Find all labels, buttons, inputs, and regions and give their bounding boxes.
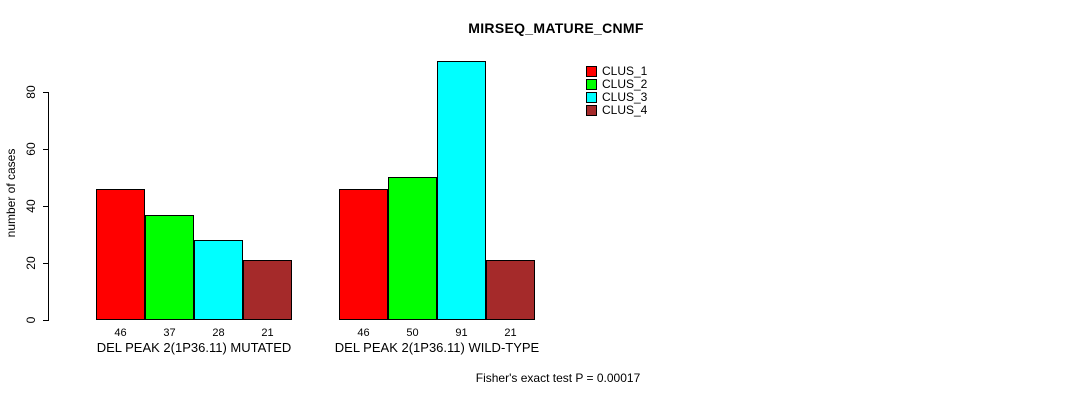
legend-color-swatch	[586, 79, 597, 90]
legend-label: CLUS_2	[602, 77, 648, 91]
bar-clus_3-group1	[194, 240, 243, 320]
legend-color-swatch	[586, 92, 597, 103]
legend-label: CLUS_4	[602, 103, 648, 117]
legend-color-swatch	[586, 66, 597, 77]
y-axis-tick-label: 20	[24, 256, 38, 270]
bar-value-label: 37	[163, 327, 176, 339]
bar-clus_2-group2	[388, 177, 437, 320]
bar-clus_4-group2	[486, 260, 535, 320]
y-axis-tick	[43, 92, 49, 93]
chart-title: MIRSEQ_MATURE_CNMF	[468, 20, 644, 36]
bar-value-label: 21	[504, 327, 517, 339]
bar-value-label: 46	[114, 327, 127, 339]
bar-value-label: 21	[261, 327, 274, 339]
fisher-test-note: Fisher's exact test P = 0.00017	[475, 371, 641, 385]
bar-clus_1-group2	[339, 189, 388, 320]
legend-color-swatch	[586, 105, 597, 116]
x-group-label: DEL PEAK 2(1P36.11) MUTATED	[96, 340, 292, 355]
x-group-label: DEL PEAK 2(1P36.11) WILD-TYPE	[334, 340, 540, 355]
y-axis-tick-label: 80	[24, 85, 38, 99]
y-axis-tick-label: 0	[24, 316, 38, 324]
bar-value-label: 28	[212, 327, 225, 339]
bar-value-label: 91	[455, 327, 468, 339]
bar-clus_1-group1	[96, 189, 145, 320]
y-axis-label: number of cases	[4, 148, 18, 238]
y-axis-tick-label: 40	[24, 199, 38, 213]
legend-item: CLUS_3	[586, 91, 647, 104]
legend-item: CLUS_1	[586, 65, 647, 78]
y-axis-tick	[43, 206, 49, 207]
bar-value-label: 50	[406, 327, 419, 339]
legend-item: CLUS_4	[586, 104, 647, 117]
y-axis-tick	[43, 263, 49, 264]
y-axis-tick	[43, 320, 49, 321]
legend-label: CLUS_3	[602, 90, 648, 104]
y-axis-tick	[43, 149, 49, 150]
bar-clus_4-group1	[243, 260, 292, 320]
legend-item: CLUS_2	[586, 78, 647, 91]
bar-clus_2-group1	[145, 215, 194, 320]
y-axis-tick-label: 60	[24, 142, 38, 156]
bar-clus_3-group2	[437, 61, 486, 320]
bar-value-label: 46	[357, 327, 370, 339]
legend: CLUS_1 CLUS_2 CLUS_3 CLUS_4	[586, 65, 647, 117]
legend-label: CLUS_1	[602, 64, 648, 78]
